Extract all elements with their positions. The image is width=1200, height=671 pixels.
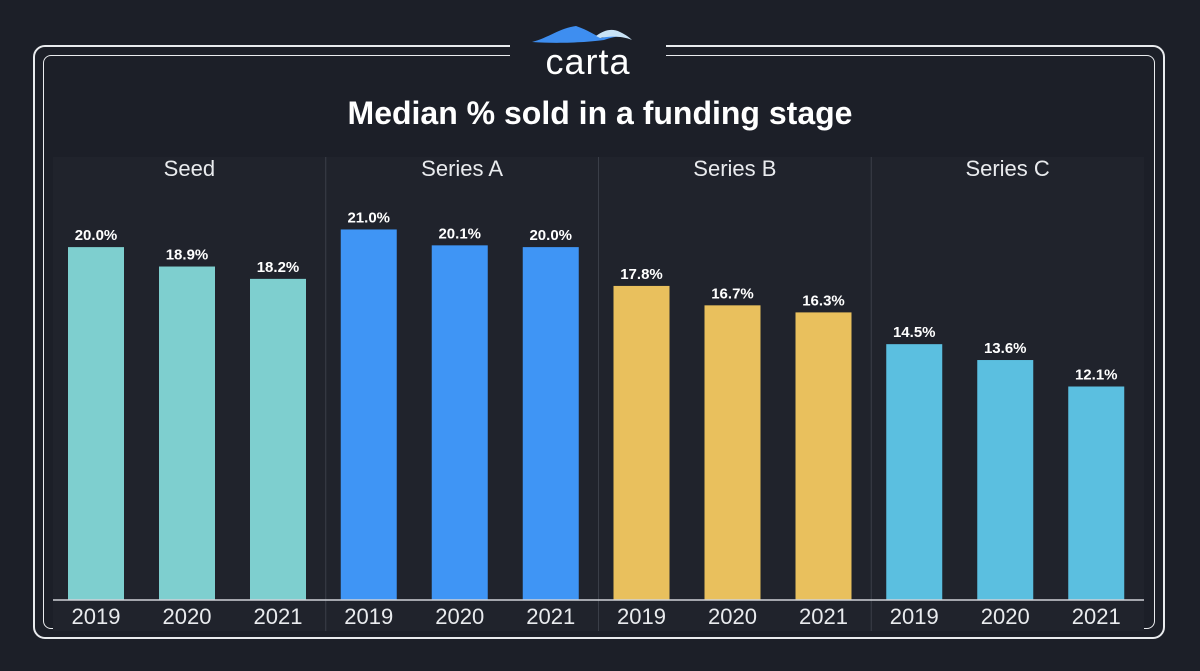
bar-value-label: 20.0% bbox=[529, 227, 572, 244]
x-tick-label: 2021 bbox=[1072, 604, 1121, 629]
chart-title: Median % sold in a funding stage bbox=[347, 95, 853, 131]
x-tick-label: 2021 bbox=[526, 604, 575, 629]
bar bbox=[340, 229, 397, 600]
bar-value-label: 21.0% bbox=[347, 209, 390, 226]
x-tick-label: 2019 bbox=[72, 604, 121, 629]
bar bbox=[795, 312, 852, 600]
bar bbox=[250, 278, 306, 600]
x-tick-label: 2020 bbox=[435, 604, 484, 629]
bar-value-label: 16.7% bbox=[711, 285, 754, 302]
mountain-peaks-icon bbox=[532, 26, 632, 43]
x-tick-label: 2021 bbox=[799, 604, 848, 629]
x-tick-label: 2020 bbox=[163, 604, 212, 629]
x-tick-label: 2020 bbox=[708, 604, 757, 629]
bar bbox=[704, 305, 761, 600]
bar-value-label: 20.1% bbox=[438, 225, 481, 242]
panel-label: Seed bbox=[164, 156, 215, 181]
x-tick-label: 2020 bbox=[981, 604, 1030, 629]
bar-value-label: 20.0% bbox=[75, 227, 118, 244]
bar bbox=[886, 344, 943, 600]
bar bbox=[68, 247, 124, 600]
x-tick-label: 2019 bbox=[344, 604, 393, 629]
bar-value-label: 12.1% bbox=[1075, 367, 1118, 384]
logo-wordmark: carta bbox=[545, 41, 631, 82]
x-tick-label: 2019 bbox=[890, 604, 939, 629]
bar-value-label: 14.5% bbox=[893, 324, 936, 341]
panel-label: Series C bbox=[965, 156, 1049, 181]
bar bbox=[522, 247, 579, 600]
bar-value-label: 16.3% bbox=[802, 292, 845, 309]
panel-label: Series B bbox=[693, 156, 776, 181]
bar bbox=[613, 285, 670, 600]
bar-value-label: 18.2% bbox=[257, 259, 300, 276]
bar-value-label: 13.6% bbox=[984, 340, 1027, 357]
bar bbox=[159, 266, 215, 600]
x-tick-label: 2021 bbox=[254, 604, 303, 629]
bar-value-label: 17.8% bbox=[620, 266, 663, 283]
bar bbox=[977, 360, 1034, 600]
bar bbox=[431, 245, 488, 600]
panel-label: Series A bbox=[421, 156, 503, 181]
bar-value-label: 18.9% bbox=[166, 247, 209, 264]
bar bbox=[1068, 386, 1125, 600]
x-tick-label: 2019 bbox=[617, 604, 666, 629]
carta-logo: carta bbox=[510, 24, 666, 80]
